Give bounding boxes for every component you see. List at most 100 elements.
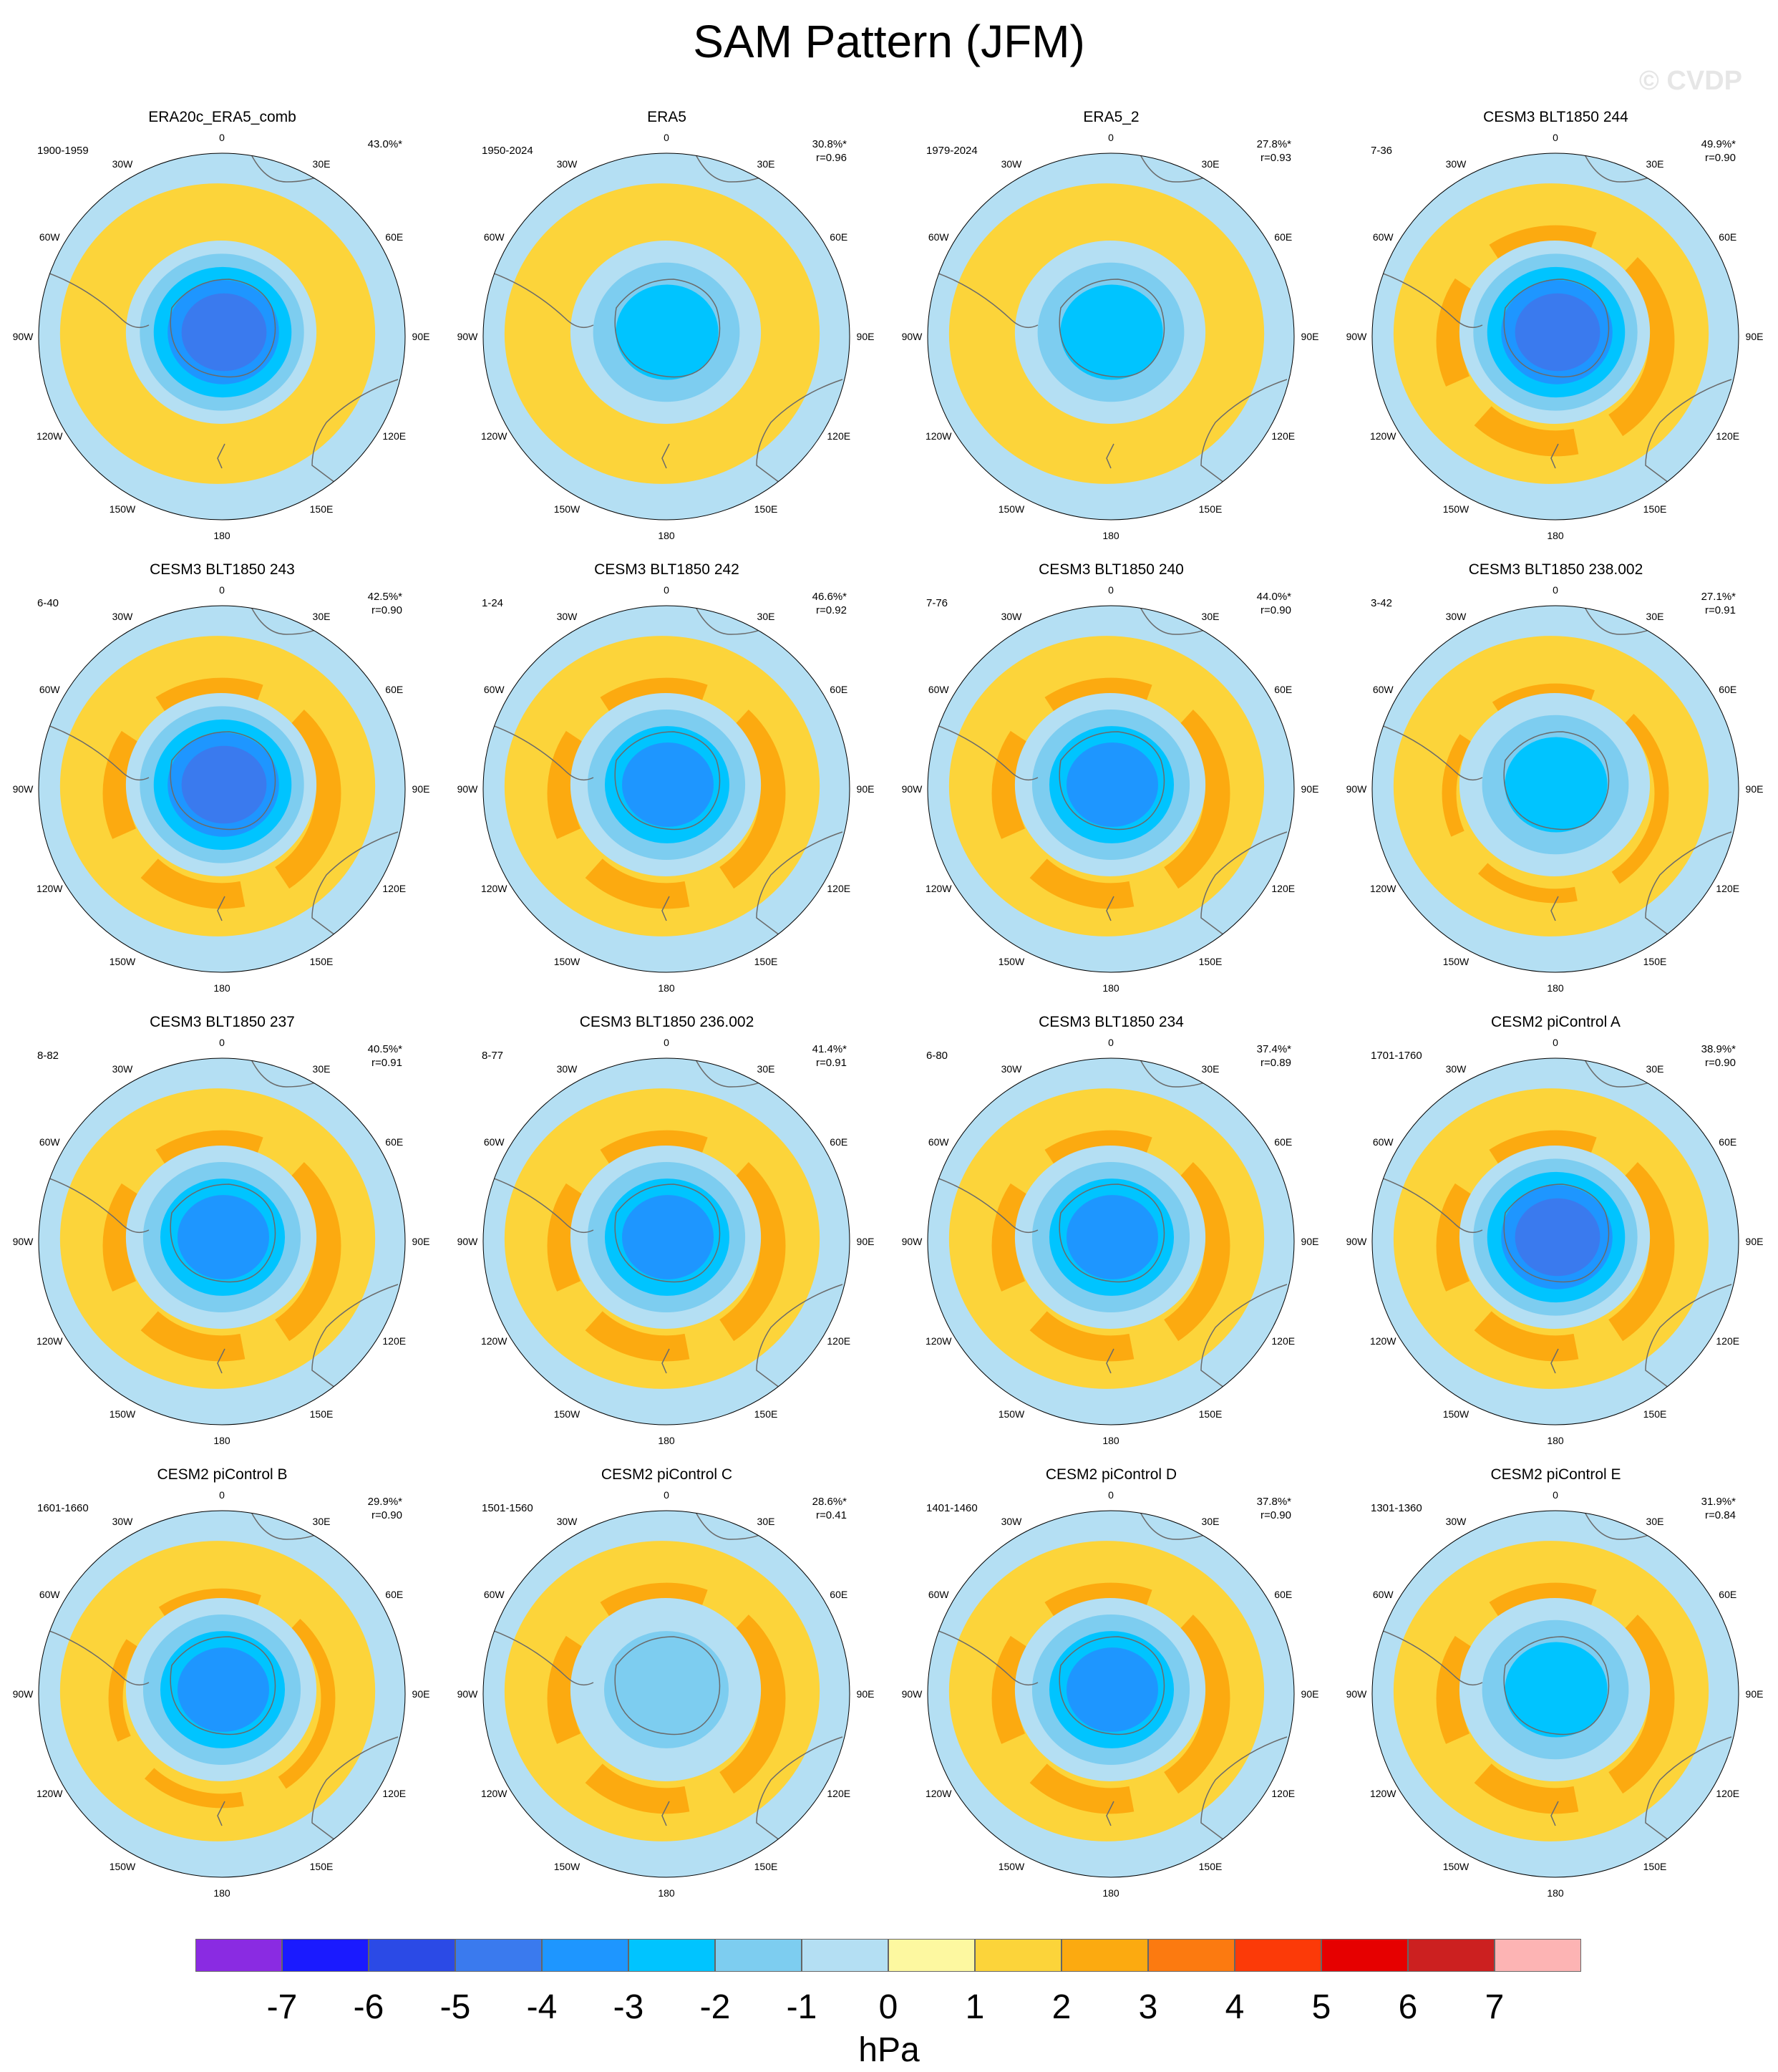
- longitude-label: 150W: [999, 1408, 1025, 1420]
- coastline-africa: [694, 1058, 767, 1088]
- coastline-new-zealand: [661, 896, 670, 921]
- longitude-label: 150E: [310, 1861, 334, 1872]
- longitude-label: 0: [664, 584, 669, 596]
- longitude-label: 90E: [1746, 1688, 1764, 1700]
- longitude-label: 30W: [557, 1516, 578, 1527]
- coastline-australia: [311, 379, 399, 488]
- coastline-south-america: [1374, 270, 1483, 329]
- field-positive-ring: [1442, 683, 1669, 904]
- longitude-label: 180: [213, 530, 230, 541]
- panel-period: 1501-1560: [482, 1502, 533, 1514]
- panel-stats: 42.5%* r=0.90: [358, 590, 402, 617]
- map-border: [927, 1510, 1295, 1878]
- longitude-label: 90W: [1346, 331, 1368, 342]
- longitude-label: 60W: [928, 1589, 950, 1600]
- coastline-new-zealand: [1106, 443, 1114, 469]
- longitude-label: 30E: [1646, 1516, 1664, 1527]
- coastline-south-america: [930, 1627, 1039, 1686]
- field-positive-ring: [991, 677, 1230, 909]
- map-border: [1371, 1510, 1739, 1878]
- panel-variance-explained: 46.6%*: [812, 591, 847, 603]
- field-positive-ring: [547, 1130, 786, 1362]
- coastline-australia: [756, 379, 843, 488]
- map-panel: 0 30E 60E 90E 120E 150E 180 150W 120W 90W 60W 30W ER…: [889, 100, 1334, 553]
- colorbar-tick-label: 6: [1398, 1988, 1418, 2026]
- coastline-south-america: [930, 1175, 1039, 1234]
- panel-period: 1601-1660: [37, 1502, 89, 1514]
- panel-variance-explained: 27.1%*: [1701, 591, 1736, 603]
- coastline-south-america: [1374, 1175, 1483, 1234]
- longitude-label: 150W: [1443, 503, 1469, 515]
- longitude-label: 30W: [1001, 158, 1023, 170]
- longitude-label: 180: [1102, 1887, 1119, 1899]
- longitude-label: 120W: [481, 1335, 507, 1347]
- coastline-africa: [694, 1511, 767, 1540]
- coastline-antarctica: [614, 279, 721, 378]
- panel-stats: 30.8%* r=0.96: [802, 137, 847, 165]
- longitude-label: 180: [1547, 982, 1564, 994]
- panel-period: 1-24: [482, 597, 504, 609]
- longitude-label: 60W: [1373, 684, 1394, 695]
- longitude-label: 90E: [857, 1236, 875, 1247]
- coastline-south-america: [1374, 722, 1483, 781]
- longitude-label: 90E: [857, 331, 875, 342]
- polar-map: 0 30E 60E 90E 120E 150E 180 150W 120W 90W 60W 30W: [902, 1489, 1319, 1899]
- map-border: [482, 605, 850, 973]
- coastline-antarctica: [1503, 279, 1610, 378]
- longitude-label: 30E: [1202, 158, 1220, 170]
- longitude-label: 60W: [39, 1136, 61, 1148]
- map-panel: 0 30E 60E 90E 120E 150E 180 150W 120W 90W 60W 30W ER…: [0, 100, 444, 553]
- longitude-label: 0: [1108, 132, 1114, 143]
- field-negative-contour: [181, 745, 267, 824]
- longitude-label: 150E: [1643, 1408, 1667, 1420]
- longitude-label: 30W: [557, 158, 578, 170]
- longitude-label: 0: [1553, 132, 1558, 143]
- longitude-label: 180: [213, 982, 230, 994]
- panel-period: 6-40: [37, 597, 59, 609]
- longitude-label: 120E: [1716, 883, 1739, 894]
- longitude-label: 90W: [457, 331, 479, 342]
- coastline-new-zealand: [1550, 1348, 1559, 1374]
- panel-correlation: r=0.89: [1260, 1057, 1291, 1069]
- longitude-label: 60W: [1373, 1589, 1394, 1600]
- field-positive-ring: [102, 1130, 341, 1362]
- longitude-label: 30E: [757, 1516, 775, 1527]
- coastline-antarctica: [170, 731, 276, 831]
- field-negative-contour: [181, 293, 267, 372]
- longitude-label: 90E: [412, 1688, 430, 1700]
- panel-period: 1979-2024: [926, 145, 978, 157]
- longitude-label: 30W: [112, 158, 134, 170]
- coastline-new-zealand: [1106, 1801, 1114, 1826]
- longitude-label: 120W: [926, 1335, 952, 1347]
- longitude-label: 150E: [1199, 1861, 1223, 1872]
- field-positive-ring: [547, 677, 786, 909]
- colorbar-swatch: [1062, 1939, 1148, 1972]
- longitude-label: 90W: [902, 783, 923, 795]
- polar-map: 0 30E 60E 90E 120E 150E 180 150W 120W 90W 60W 30W: [1346, 1037, 1764, 1446]
- longitude-label: 30W: [1001, 611, 1023, 622]
- polar-map: 0 30E 60E 90E 120E 150E 180 150W 120W 90W 60W 30W: [13, 1037, 430, 1446]
- longitude-label: 90E: [1746, 1236, 1764, 1247]
- longitude-label: 30W: [112, 1063, 134, 1075]
- map-panel: 0 30E 60E 90E 120E 150E 180 150W 120W 90W 60W 30W CE…: [444, 553, 889, 1005]
- longitude-label: 90W: [13, 1236, 34, 1247]
- panel-variance-explained: 37.8%*: [1256, 1496, 1291, 1508]
- map-border: [927, 605, 1295, 973]
- longitude-label: 30E: [1202, 1063, 1220, 1075]
- coastline-africa: [250, 1058, 323, 1088]
- polar-map: 0 30E 60E 90E 120E 150E 180 150W 120W 90W 60W 30W: [13, 584, 430, 994]
- map-border: [927, 1057, 1295, 1425]
- panel-variance-explained: 27.8%*: [1256, 138, 1291, 150]
- polar-map: 0 30E 60E 90E 120E 150E 180 150W 120W 90W 60W 30W: [902, 132, 1319, 541]
- coastline-africa: [250, 606, 323, 635]
- panel-variance-explained: 43.0%*: [367, 138, 402, 150]
- coastline-australia: [311, 831, 399, 940]
- coastline-africa: [1139, 606, 1212, 635]
- coastline-south-america: [41, 1175, 150, 1234]
- coastline-new-zealand: [1106, 1348, 1114, 1374]
- panel-title: CESM2 piControl B: [157, 1466, 288, 1483]
- longitude-label: 30W: [1446, 1516, 1467, 1527]
- longitude-label: 90E: [412, 331, 430, 342]
- longitude-label: 120W: [481, 1788, 507, 1799]
- panel-stats: 27.8%* r=0.93: [1247, 137, 1291, 165]
